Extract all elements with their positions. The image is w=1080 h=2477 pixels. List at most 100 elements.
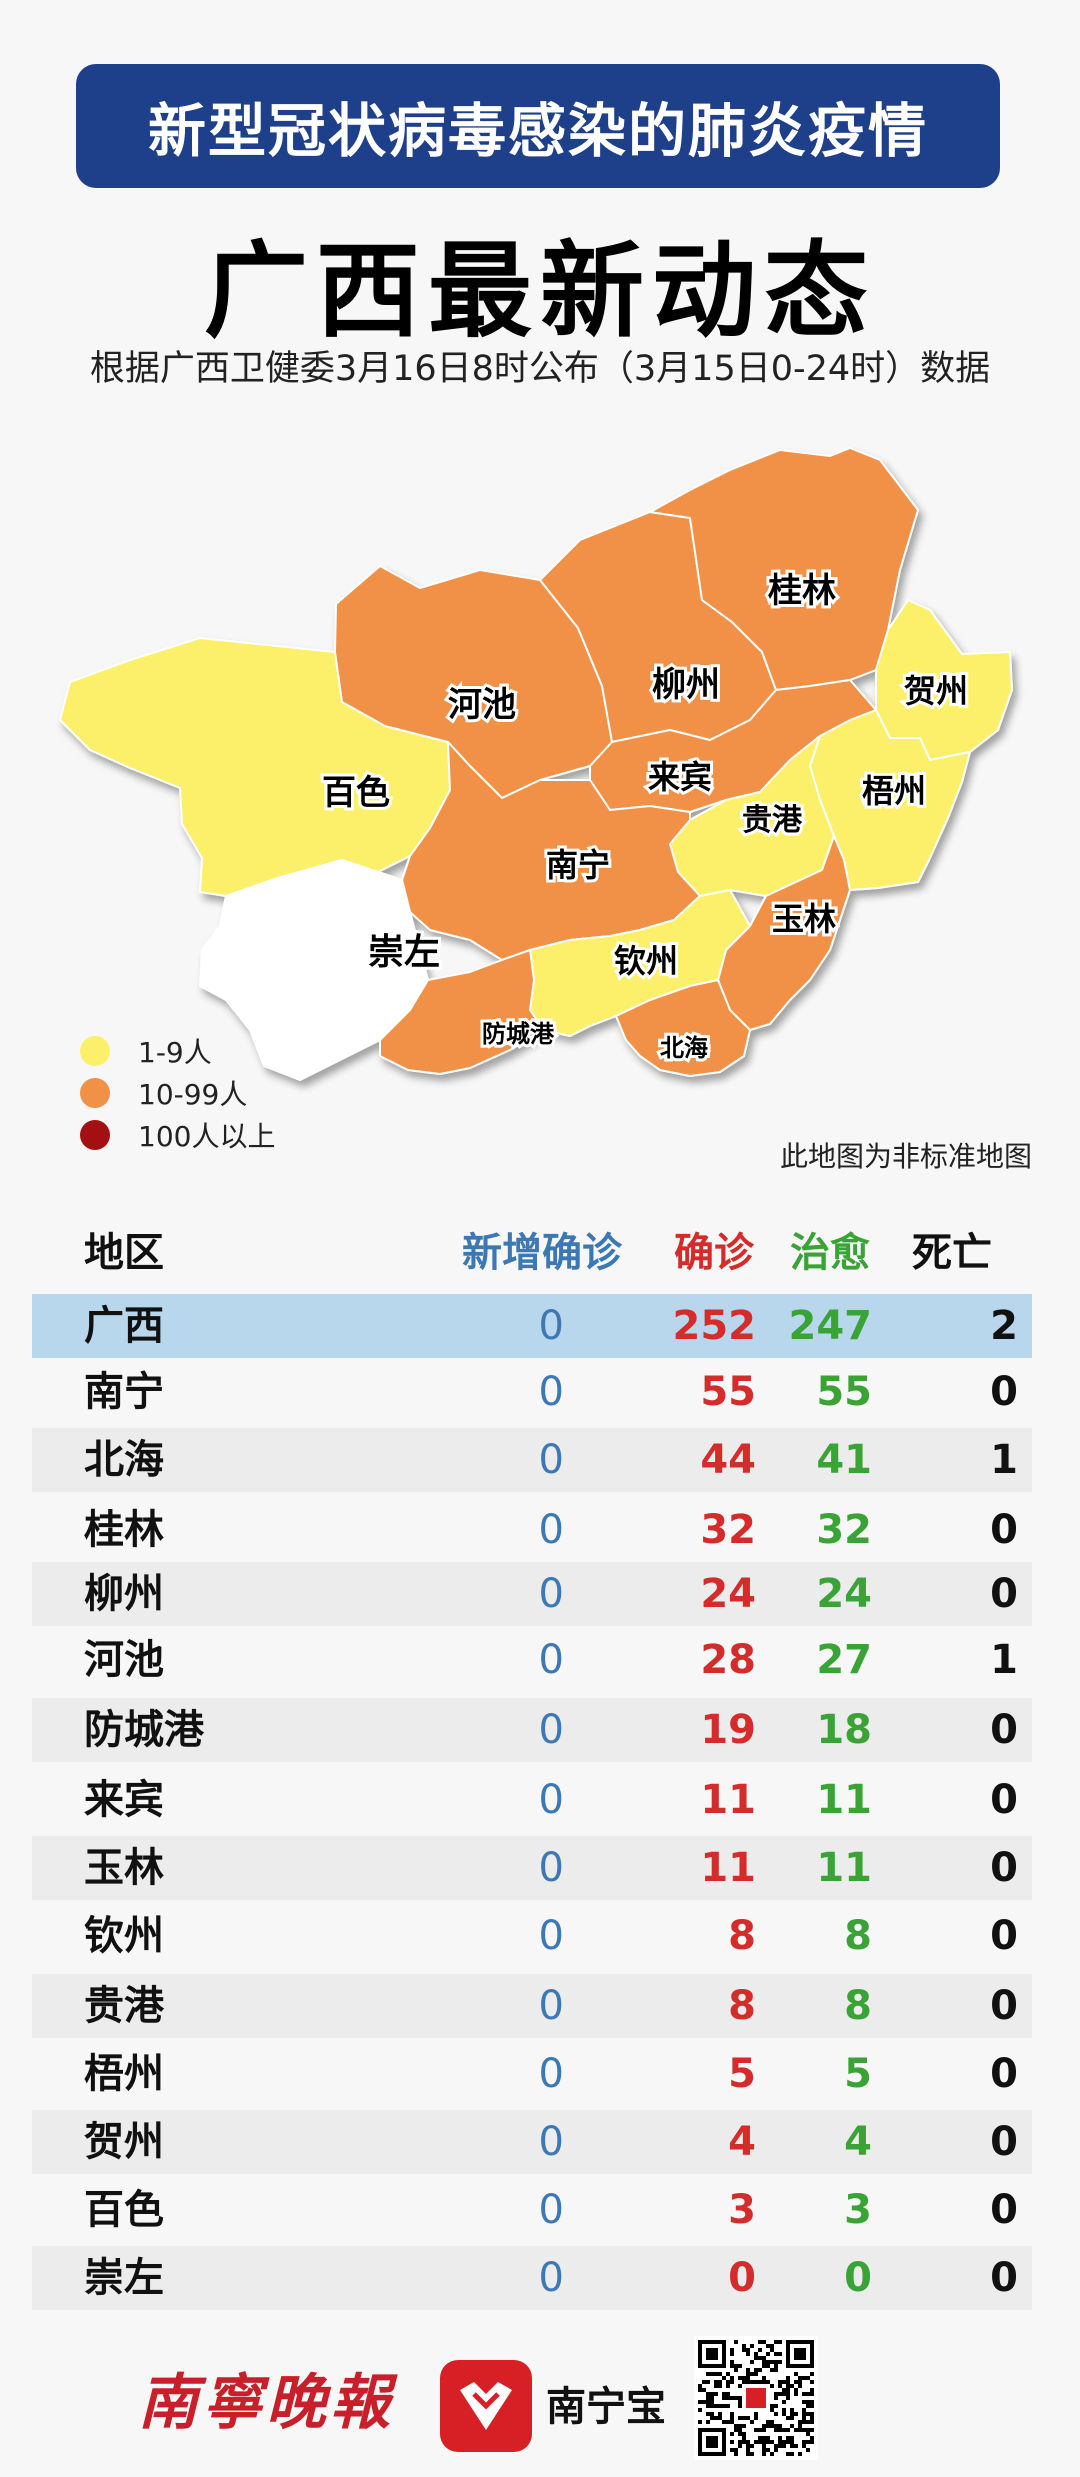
legend-swatch: [80, 1120, 110, 1150]
cell-dead: 0: [990, 1845, 1018, 1891]
cell-confirmed: 11: [700, 1845, 756, 1891]
cell-confirmed: 252: [672, 1303, 757, 1349]
cell-region: 北海: [84, 1437, 164, 1483]
region-防城港: [379, 949, 545, 1075]
cell-new-confirmed: 0: [538, 1983, 564, 2029]
cell-dead: 0: [990, 1707, 1018, 1753]
table-row: 钦州 0 8 8 0: [32, 1904, 1032, 1968]
header-cured: 治愈: [790, 1230, 870, 1276]
cell-cured: 3: [844, 2187, 872, 2233]
newspaper-logo: 南寧晚報: [138, 2368, 394, 2438]
cell-new-confirmed: 0: [538, 1571, 564, 1617]
table-row: 贺州 0 4 4 0: [32, 2110, 1032, 2174]
cell-region: 河池: [84, 1637, 164, 1683]
cell-dead: 0: [990, 2255, 1018, 2301]
cell-cured: 24: [816, 1571, 872, 1617]
region-label: 梧州: [862, 772, 926, 810]
header-dead: 死亡: [912, 1230, 992, 1276]
cell-cured: 11: [816, 1777, 872, 1823]
legend-item-2: 10-99人: [80, 1072, 275, 1114]
cell-cured: 11: [816, 1845, 872, 1891]
cell-dead: 1: [990, 1437, 1018, 1483]
cell-region: 钦州: [84, 1913, 164, 1959]
table-row: 玉林 0 11 11 0: [32, 1836, 1032, 1900]
cell-cured: 5: [844, 2051, 872, 2097]
qr-code-icon[interactable]: [694, 2336, 818, 2460]
legend-label: 10-99人: [138, 1078, 248, 1111]
table-row: 来宾 0 11 11 0: [32, 1768, 1032, 1832]
cell-dead: 0: [990, 1369, 1018, 1415]
region-label: 玉林: [772, 900, 836, 938]
map-legend: 1-9人 10-99人 100人以上: [80, 1030, 275, 1156]
region-label: 钦州: [614, 942, 678, 980]
table-row: 广西 0 252 247 2: [32, 1294, 1032, 1358]
cell-confirmed: 32: [700, 1507, 756, 1553]
cell-region: 来宾: [84, 1777, 164, 1823]
cell-cured: 8: [844, 1983, 872, 2029]
region-label: 防城港: [482, 1020, 555, 1048]
cell-confirmed: 24: [700, 1571, 756, 1617]
cell-new-confirmed: 0: [538, 1845, 564, 1891]
cell-region: 防城港: [84, 1707, 204, 1753]
cell-cured: 18: [816, 1707, 872, 1753]
region-label: 来宾: [648, 758, 712, 796]
cell-region: 贺州: [84, 2119, 164, 2165]
app-name: 南宁宝: [546, 2384, 666, 2430]
table-row: 梧州 0 5 5 0: [32, 2042, 1032, 2106]
cell-new-confirmed: 0: [538, 1913, 564, 1959]
table-row: 崇左 0 0 0 0: [32, 2246, 1032, 2310]
cell-dead: 1: [990, 1637, 1018, 1683]
cell-new-confirmed: 0: [538, 1707, 564, 1753]
cell-region: 南宁: [84, 1369, 164, 1415]
region-label: 贺州: [904, 672, 968, 710]
cell-cured: 32: [816, 1507, 872, 1553]
legend-swatch: [80, 1078, 110, 1108]
nanningbao-logo-icon: [440, 2360, 532, 2452]
cell-cured: 0: [844, 2255, 872, 2301]
cell-dead: 0: [990, 1913, 1018, 1959]
legend-label: 1-9人: [138, 1036, 212, 1069]
legend-label: 100人以上: [138, 1120, 276, 1153]
cell-confirmed: 44: [700, 1437, 756, 1483]
region-label: 崇左: [368, 932, 440, 973]
cell-dead: 0: [990, 2119, 1018, 2165]
region-label: 南宁: [546, 846, 610, 884]
footer: 南寧晚報 南宁宝: [0, 2330, 1080, 2470]
table-header: 地区 新增确诊 确诊 治愈 死亡: [0, 1210, 1080, 1285]
cell-dead: 0: [990, 2187, 1018, 2233]
cell-confirmed: 28: [700, 1637, 756, 1683]
region-label: 百色: [322, 773, 390, 813]
stats-table: 地区 新增确诊 确诊 治愈 死亡 广西 0 252 247 2 南宁 0 55 55 0 北海 0 44…: [0, 1210, 1080, 2310]
cell-cured: 55: [816, 1369, 872, 1415]
cell-new-confirmed: 0: [538, 2119, 564, 2165]
cell-new-confirmed: 0: [538, 1777, 564, 1823]
cell-confirmed: 11: [700, 1777, 756, 1823]
region-label: 北海: [660, 1034, 708, 1062]
cell-confirmed: 4: [728, 2119, 756, 2165]
cell-dead: 2: [990, 1303, 1018, 1349]
page-subtitle: 根据广西卫健委3月16日8时公布（3月15日0-24时）数据: [89, 349, 991, 389]
table-row: 柳州 0 24 24 0: [32, 1562, 1032, 1626]
cell-cured: 247: [788, 1303, 873, 1349]
page-title: 广西最新动态: [203, 230, 876, 352]
legend-item-1: 1-9人: [80, 1030, 275, 1072]
legend-item-3: 100人以上: [80, 1114, 275, 1156]
cell-new-confirmed: 0: [538, 1637, 564, 1683]
cell-dead: 0: [990, 1777, 1018, 1823]
cell-confirmed: 5: [728, 2051, 756, 2097]
cell-confirmed: 55: [700, 1369, 756, 1415]
cell-region: 崇左: [84, 2255, 164, 2301]
cell-new-confirmed: 0: [538, 2255, 564, 2301]
cell-region: 玉林: [84, 1845, 164, 1891]
map-disclaimer: 此地图为非标准地图: [779, 1140, 1032, 1173]
cell-confirmed: 8: [728, 1913, 756, 1959]
cell-cured: 4: [844, 2119, 872, 2165]
cell-cured: 8: [844, 1913, 872, 1959]
table-row: 防城港 0 19 18 0: [32, 1698, 1032, 1762]
cell-new-confirmed: 0: [538, 1437, 564, 1483]
table-row: 百色 0 3 3 0: [32, 2178, 1032, 2242]
legend-swatch: [80, 1036, 110, 1066]
region-label: 贵港: [742, 803, 803, 838]
cell-new-confirmed: 0: [538, 1507, 564, 1553]
